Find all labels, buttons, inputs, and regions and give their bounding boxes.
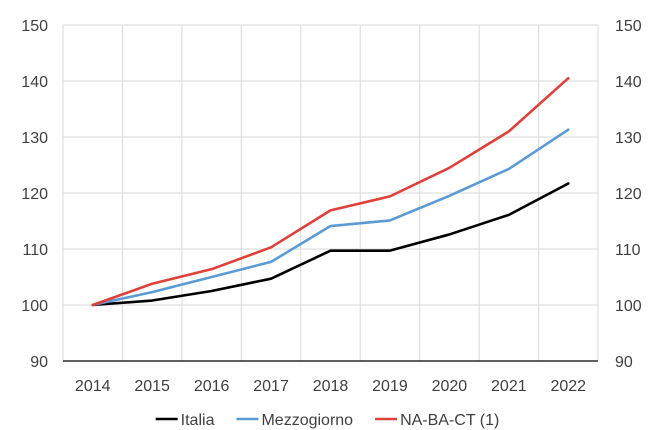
y-tick-label-right: 100: [615, 298, 642, 315]
y-tick-label-left: 120: [21, 186, 48, 203]
y-tick-label-left: 150: [21, 18, 48, 35]
x-tick-label: 2015: [134, 378, 170, 395]
y-tick-label-right: 130: [615, 130, 642, 147]
y-tick-label-left: 90: [30, 354, 48, 371]
x-tick-label: 2021: [491, 378, 527, 395]
legend: Italia Mezzogiorno NA-BA-CT (1): [155, 412, 499, 429]
series-lines: [91, 76, 570, 307]
right-y-tick-labels: 90 100 110 120 130 140 150: [615, 18, 642, 371]
legend-label: Italia: [181, 412, 215, 429]
y-tick-label-right: 140: [615, 74, 642, 91]
y-tick-label-right: 90: [615, 354, 633, 371]
x-tick-label: 2020: [432, 378, 468, 395]
x-tick-label: 2017: [253, 378, 289, 395]
x-tick-label: 2014: [75, 378, 111, 395]
legend-item: Italia: [155, 412, 215, 429]
x-tick-label: 2016: [194, 378, 230, 395]
legend-item: NA-BA-CT (1): [375, 412, 499, 429]
x-tick-label: 2022: [550, 378, 586, 395]
legend-label: Mezzogiorno: [261, 412, 353, 429]
y-tick-label-left: 100: [21, 298, 48, 315]
legend-item: Mezzogiorno: [236, 412, 353, 429]
y-tick-label-left: 140: [21, 74, 48, 91]
y-tick-label-left: 130: [21, 130, 48, 147]
series-line-italia: [91, 182, 570, 307]
y-tick-label-right: 120: [615, 186, 642, 203]
legend-label: NA-BA-CT (1): [400, 412, 499, 429]
y-tick-label-left: 110: [22, 242, 48, 259]
x-tick-label: 2018: [313, 378, 349, 395]
series-line-mezzogiorno: [91, 128, 570, 307]
y-tick-label-right: 150: [615, 18, 642, 35]
x-tick-labels: 2014 2015 2016 2017 2018 2019 2020 2021 2022: [75, 378, 586, 395]
left-y-tick-labels: 90 100 110 120 130 140 150: [21, 18, 48, 371]
series-line-na-ba-ct-1: [91, 76, 570, 307]
y-tick-label-right: 110: [615, 242, 641, 259]
x-tick-label: 2019: [372, 378, 408, 395]
grid: [62, 24, 599, 361]
